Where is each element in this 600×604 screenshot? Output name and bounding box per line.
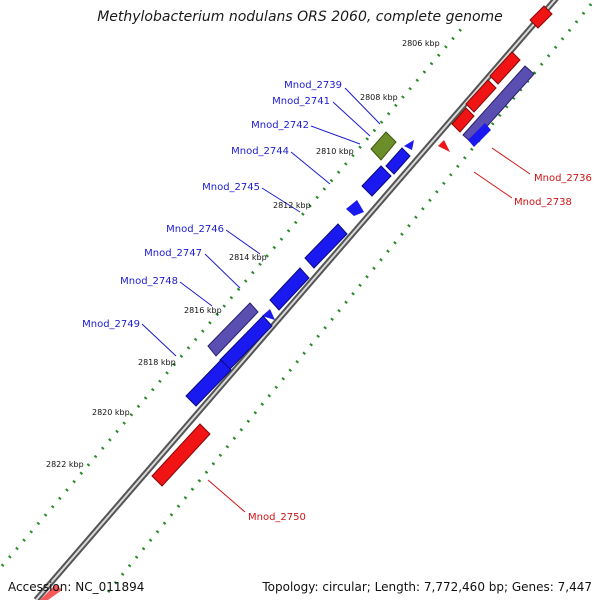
kbp-label-2820: 2820 kbp [92,408,130,417]
tick-ring-outer [0,27,464,567]
gene-arrow-2748[interactable] [262,309,275,320]
tick-ring-inner [106,2,594,593]
label-mnod-2748[interactable]: Mnod_2748 [120,276,178,287]
gene-block-2742[interactable] [370,131,397,161]
kbp-label-2818: 2818 kbp [138,358,176,367]
gene-block-2750[interactable] [151,423,211,487]
gene-block-2747[interactable] [269,267,310,311]
gene-arrow-2745[interactable] [346,200,364,216]
gene-arrow-2738[interactable] [438,140,450,152]
kbp-label-2822: 2822 kbp [46,460,84,469]
kbp-label-2812: 2812 kbp [273,201,311,210]
forward-genes [185,131,414,407]
gene-block-top-2[interactable] [489,51,521,85]
gene-block-2748[interactable] [207,302,259,357]
kbp-label-2808: 2808 kbp [360,93,398,102]
label-mnod-2750[interactable]: Mnod_2750 [248,512,306,523]
label-mnod-2747[interactable]: Mnod_2747 [144,248,202,259]
gene-block-2744[interactable] [361,165,392,197]
label-mnod-2744[interactable]: Mnod_2744 [231,146,289,157]
gene-arrow-2739[interactable] [404,140,414,150]
kbp-label-2810: 2810 kbp [316,147,354,156]
gene-block-2749[interactable] [185,359,232,407]
label-mnod-2738[interactable]: Mnod_2738 [514,197,572,208]
reverse-genes [40,5,553,600]
genome-summary-text: Topology: circular; Length: 7,772,460 bp… [262,580,592,594]
kbp-labels: 2806 kbp 2808 kbp 2810 kbp 2812 kbp 2814… [46,39,440,469]
gene-block-2746[interactable] [304,223,348,269]
label-mnod-2742[interactable]: Mnod_2742 [251,120,309,131]
accession-text: Accession: NC_011894 [8,580,145,594]
map-title: Methylobacterium nodulans ORS 2060, comp… [97,9,503,25]
label-mnod-2736[interactable]: Mnod_2736 [534,173,592,184]
label-mnod-2745[interactable]: Mnod_2745 [202,182,260,193]
label-mnod-2739[interactable]: Mnod_2739 [284,80,342,91]
gene-block-2741[interactable] [385,147,411,175]
kbp-label-2816: 2816 kbp [184,306,222,315]
label-mnod-2741[interactable]: Mnod_2741 [272,96,330,107]
gene-labels: Mnod_2739 Mnod_2741 Mnod_2742 Mnod_2744 … [82,80,592,523]
gene-block-top-1[interactable] [529,5,553,29]
label-leader-lines [141,87,531,513]
kbp-label-2814: 2814 kbp [229,253,267,262]
gene-blue-2736[interactable] [468,123,491,147]
gene-block-bottom[interactable] [40,584,62,600]
genome-backbone [33,0,559,602]
label-mnod-2746[interactable]: Mnod_2746 [166,224,224,235]
gene-block-top-3[interactable] [465,79,497,113]
label-mnod-2749[interactable]: Mnod_2749 [82,319,140,330]
gene-block-2736[interactable] [451,107,475,133]
kbp-label-2806: 2806 kbp [402,39,440,48]
